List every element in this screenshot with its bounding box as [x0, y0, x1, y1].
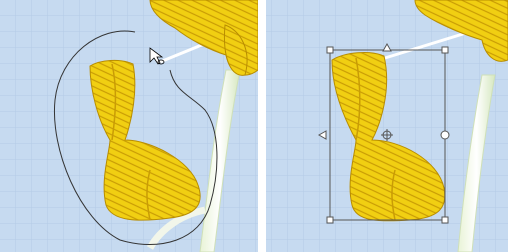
screenshot — [0, 0, 508, 252]
left-panel — [0, 0, 258, 252]
right-panel — [266, 0, 508, 252]
page — [0, 0, 508, 252]
